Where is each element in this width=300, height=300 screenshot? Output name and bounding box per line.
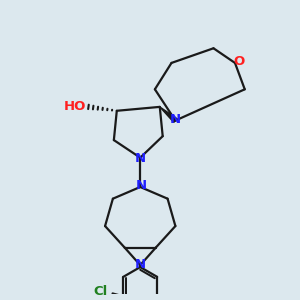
- Polygon shape: [160, 107, 177, 122]
- Text: Cl: Cl: [94, 285, 108, 298]
- Text: N: N: [135, 152, 146, 165]
- Text: N: N: [135, 258, 146, 271]
- Text: HO: HO: [64, 100, 86, 113]
- Text: N: N: [136, 179, 147, 193]
- Text: N: N: [170, 113, 181, 126]
- Text: O: O: [233, 56, 244, 68]
